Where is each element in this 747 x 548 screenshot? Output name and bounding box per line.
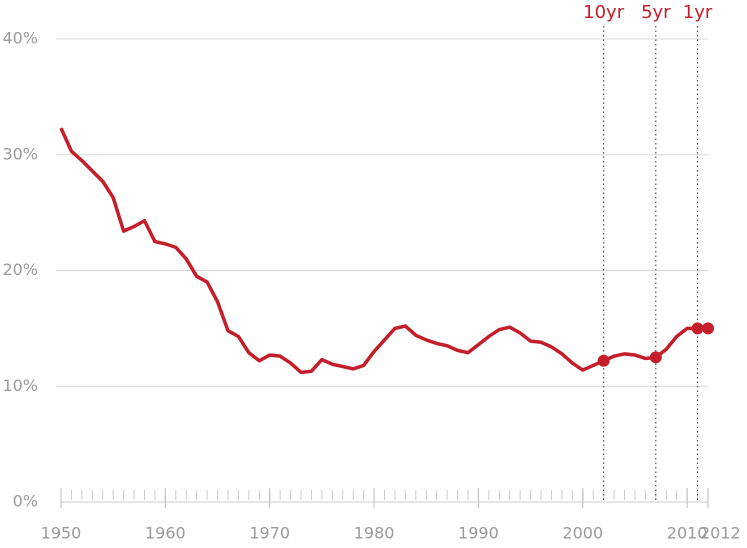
highlight-dot bbox=[691, 322, 704, 335]
x-tick-label: 1980 bbox=[354, 524, 395, 543]
annotation-label: 5yr bbox=[641, 2, 671, 23]
y-tick-label: 30% bbox=[2, 144, 38, 163]
annotation-label: 1yr bbox=[683, 2, 713, 23]
x-tick-label: 2000 bbox=[562, 524, 603, 543]
y-tick-label: 0% bbox=[13, 492, 38, 511]
x-tick-label: 2012 bbox=[700, 524, 741, 543]
y-tick-label: 10% bbox=[2, 376, 38, 395]
y-tick-label: 20% bbox=[2, 260, 38, 279]
x-tick-label: 1960 bbox=[145, 524, 186, 543]
line bbox=[59, 127, 708, 375]
highlight-dot bbox=[597, 354, 610, 367]
x-tick-label: 1990 bbox=[458, 524, 499, 543]
x-tick-label: 1970 bbox=[249, 524, 290, 543]
highlight-dot bbox=[649, 351, 662, 364]
highlight-dot bbox=[702, 322, 714, 335]
x-tick-label: 2010 bbox=[667, 524, 708, 543]
y-tick-label: 40% bbox=[2, 29, 38, 48]
annotation-label: 10yr bbox=[583, 2, 625, 23]
x-tick-label: 1950 bbox=[41, 524, 82, 543]
